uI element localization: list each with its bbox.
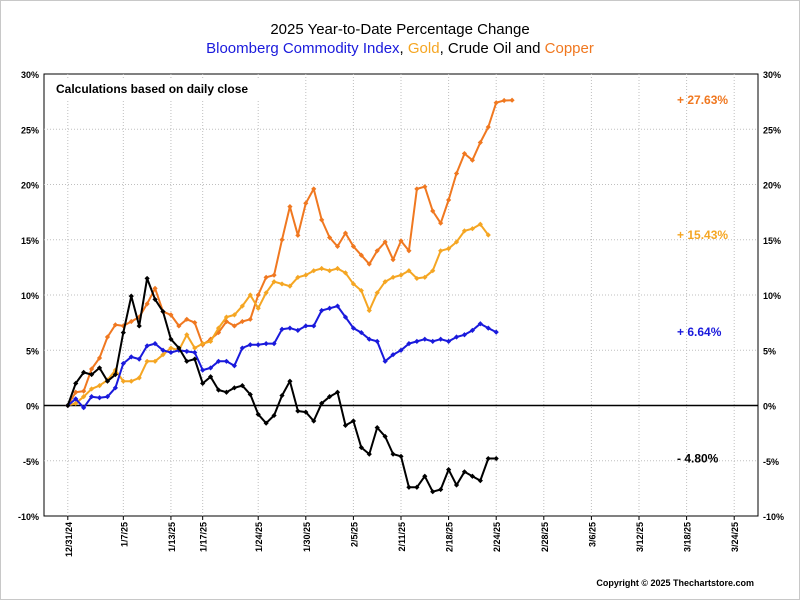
subtitle-part: , bbox=[399, 40, 408, 57]
subtitle-part: Gold bbox=[407, 40, 440, 57]
chart-subtitle: Bloomberg Commodity Index, Gold, Crude O… bbox=[0, 39, 800, 58]
title-block: 2025 Year-to-Date Percentage Change Bloo… bbox=[0, 20, 800, 58]
subtitle-part: , bbox=[439, 40, 448, 57]
subtitle-part: Crude Oil bbox=[447, 40, 512, 57]
chart-title: 2025 Year-to-Date Percentage Change bbox=[270, 21, 530, 38]
subtitle-part: Copper bbox=[544, 40, 594, 57]
subtitle-part: and bbox=[511, 40, 545, 57]
subtitle-part: Bloomberg Commodity Index bbox=[206, 40, 400, 57]
